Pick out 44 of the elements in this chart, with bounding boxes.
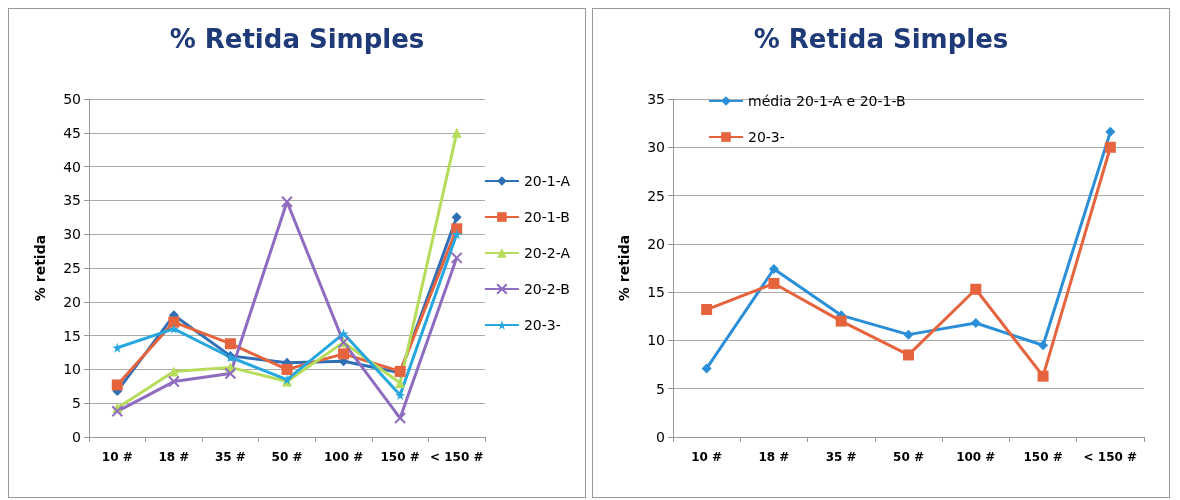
x-tick-label: 18 #	[758, 450, 790, 464]
y-tick-label: 25	[647, 187, 665, 204]
x-tick-label: 100 #	[956, 450, 996, 464]
x-tick-label: 10 #	[101, 450, 133, 464]
legend-label: média 20-1-A e 20-1-B	[748, 93, 906, 109]
x-tick-label: 150 #	[1023, 450, 1063, 464]
y-tick-label: 20	[647, 235, 665, 252]
x-tick-label: 18 #	[158, 450, 190, 464]
y-tick-label: 35	[647, 91, 665, 107]
legend-label: 20-1-B	[523, 209, 570, 225]
x-tick-label: 35 #	[214, 450, 246, 464]
x-tick-label: 50 #	[271, 450, 303, 464]
x-tick-label: 10 #	[691, 450, 723, 464]
y-tick-label: 40	[63, 158, 81, 175]
y-tick-label: 15	[647, 284, 665, 301]
y-tick-label: 35	[63, 192, 81, 209]
y-tick-label: 30	[63, 226, 81, 243]
y-tick-label: 0	[656, 429, 665, 445]
y-tick-label: 15	[63, 327, 81, 344]
y-tick-label: 30	[647, 139, 665, 156]
y-tick-label: 0	[72, 429, 81, 445]
y-tick-label: 45	[63, 124, 81, 141]
y-tick-label: 25	[63, 260, 81, 276]
x-tick-label: 50 #	[893, 450, 924, 464]
legend-label: 20-3-	[748, 129, 785, 145]
chart-title: % Retida Simples	[753, 24, 1009, 54]
y-tick-label: 5	[656, 380, 665, 397]
legend-label: 20-1-A	[523, 173, 571, 189]
x-tick-label: < 150 #	[1083, 450, 1138, 464]
legend-label: 20-2-A	[523, 245, 571, 261]
legend-label: 20-2-B	[523, 281, 570, 297]
x-tick-label: 150 #	[380, 450, 420, 464]
y-tick-label: 50	[63, 91, 81, 107]
x-tick-label: 100 #	[323, 450, 364, 464]
y-axis-title: % retida	[616, 234, 632, 302]
y-tick-label: 20	[63, 293, 81, 310]
x-tick-label: 35 #	[825, 450, 857, 464]
legend-label: 20-3-	[523, 317, 561, 333]
y-tick-label: 10	[647, 332, 665, 349]
y-axis-title: % retida	[32, 234, 48, 302]
y-tick-label: 10	[63, 361, 81, 378]
x-tick-label: < 150 #	[429, 450, 484, 464]
chart-title: % Retida Simples	[169, 24, 425, 54]
y-tick-label: 5	[72, 395, 81, 412]
